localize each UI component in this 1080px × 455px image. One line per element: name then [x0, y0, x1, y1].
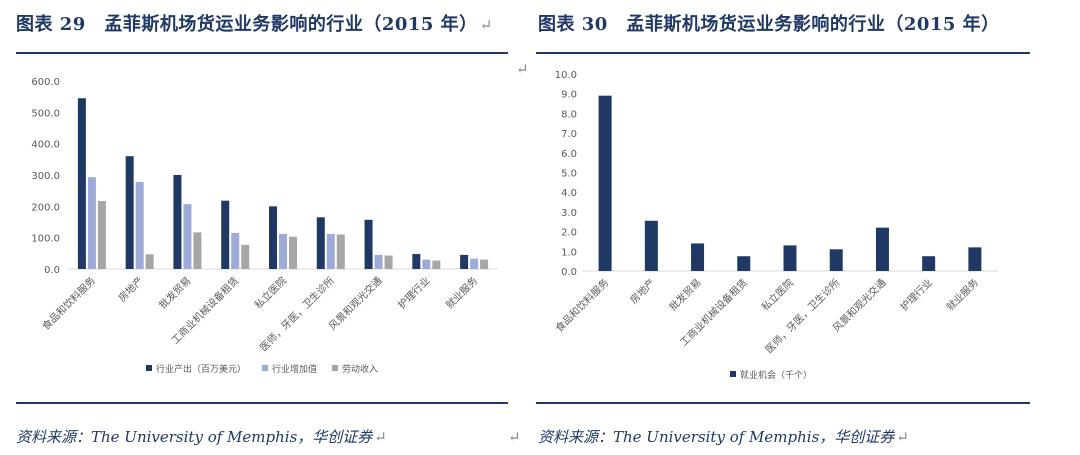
- x-category-label: 食品和饮料服务: [39, 274, 98, 333]
- figure-30-title: 图表 30 孟菲斯机场货运业务影响的行业（2015 年）: [538, 10, 1000, 36]
- figure-30-bottom-rule: [536, 402, 1030, 404]
- between-return-mark: ↵: [508, 428, 521, 446]
- figure-30-source: 资料来源：The University of Memphis，华创证券 ↵: [538, 426, 909, 447]
- y-tick-label: 8.0: [561, 109, 577, 120]
- legend-label: 就业机会（千个）: [740, 369, 812, 381]
- bar-primary: [460, 254, 469, 269]
- x-category-label: 房地产: [627, 276, 657, 306]
- x-category-label: 私立医院: [252, 274, 289, 311]
- y-tick-label: 1.0: [561, 247, 577, 258]
- figure-30-top-rule: [536, 52, 1030, 54]
- bar-tertiary: [241, 244, 250, 269]
- bar-tertiary: [97, 201, 106, 269]
- y-tick-label: 10.0: [555, 70, 577, 81]
- figure-29-bottom-rule: [16, 402, 508, 404]
- legend-swatch: [332, 365, 338, 371]
- figure-29-chart: 0.0 100.0 200.0 300.0 400.0 500.0 600.0 食品和饮料服务…: [31, 77, 498, 375]
- y-tick-label: 3.0: [561, 208, 577, 219]
- bar-tertiary: [384, 255, 393, 269]
- bar-secondary: [326, 233, 335, 269]
- legend-swatch: [146, 365, 152, 371]
- y-tick-label: 600.0: [31, 77, 60, 88]
- figure-30-source-text: 资料来源：The University of Memphis，华创证券: [538, 428, 895, 446]
- bar-secondary: [374, 254, 383, 269]
- return-mark: ↵: [479, 16, 493, 34]
- x-category-label: 护理行业: [395, 274, 432, 311]
- legend-swatch: [730, 371, 736, 377]
- y-tick-label: 100.0: [31, 234, 60, 245]
- figure-29-source-text: 资料来源：The University of Memphis，华创证券: [16, 428, 373, 446]
- bar-primary: [875, 227, 889, 271]
- legend-label: 行业产出（百万美元）: [156, 363, 246, 375]
- bar-primary: [968, 247, 982, 271]
- bar-secondary: [422, 259, 431, 269]
- y-tick-label: 5.0: [561, 169, 577, 180]
- y-tick-label: 500.0: [31, 108, 60, 119]
- x-category-label: 私立医院: [759, 276, 796, 313]
- bar-primary: [316, 217, 325, 269]
- y-tick-label: 9.0: [561, 90, 577, 101]
- y-tick-label: 400.0: [31, 140, 60, 151]
- bar-tertiary: [432, 260, 441, 269]
- bar-primary: [598, 95, 612, 271]
- y-tick-label: 4.0: [561, 188, 577, 199]
- bar-secondary: [470, 258, 479, 269]
- legend-swatch: [262, 365, 268, 371]
- bar-primary: [269, 206, 277, 269]
- bar-primary: [922, 256, 936, 271]
- figure-30-title-text: 图表 30 孟菲斯机场货运业务影响的行业（2015 年）: [538, 14, 1000, 35]
- bar-primary: [173, 175, 182, 269]
- figure-29-top-rule: [16, 52, 508, 54]
- return-mark: ↵: [896, 428, 909, 446]
- bar-primary: [412, 253, 421, 269]
- bar-secondary: [231, 232, 240, 269]
- x-category-label: 护理行业: [897, 276, 934, 313]
- y-tick-label: 0.0: [44, 265, 60, 276]
- x-category-label: 就业服务: [944, 276, 981, 313]
- bar-tertiary: [336, 234, 345, 269]
- bar-primary: [737, 256, 751, 271]
- y-tick-label: 6.0: [561, 149, 577, 160]
- x-category-label: 医师，牙医，卫生诊所: [257, 274, 337, 354]
- x-category-label: 食品和饮料服务: [553, 276, 612, 335]
- left-figure-panel: 图表 29 孟菲斯机场货运业务影响的行业（2015 年） ↵ 0.0 100.0 20…: [0, 0, 520, 455]
- bar-primary: [221, 200, 230, 269]
- bar-tertiary: [289, 236, 297, 269]
- x-category-label: 房地产: [115, 274, 145, 304]
- bar-primary: [125, 156, 134, 269]
- bar-secondary: [135, 181, 144, 269]
- figure-29-source: 资料来源：The University of Memphis，华创证券 ↵: [16, 426, 387, 447]
- x-category-label: 批发贸易: [666, 276, 703, 313]
- bar-primary: [644, 220, 658, 271]
- y-tick-label: 0.0: [561, 267, 577, 278]
- bar-primary: [691, 243, 705, 271]
- x-category-label: 批发贸易: [156, 274, 193, 311]
- bar-primary: [364, 219, 373, 269]
- y-tick-label: 200.0: [31, 202, 60, 213]
- mid-return-mark: ↵: [516, 60, 529, 78]
- legend-label: 行业增加值: [272, 363, 317, 375]
- bar-secondary: [87, 177, 96, 269]
- y-tick-label: 2.0: [561, 228, 577, 239]
- figure-30-chart: 0.0 1.0 2.0 3.0 4.0 5.0 6.0 7.0 8.0 9.0 10.0 食品和饮料服…: [553, 70, 998, 381]
- legend-label: 劳动收入: [342, 363, 378, 375]
- bar-primary: [77, 98, 86, 269]
- bar-primary: [829, 249, 843, 271]
- figure-29-title: 图表 29 孟菲斯机场货运业务影响的行业（2015 年） ↵: [16, 10, 493, 36]
- bar-tertiary: [480, 259, 489, 269]
- bar-tertiary: [145, 254, 154, 269]
- x-category-label: 医师，牙医，卫生诊所: [762, 276, 842, 356]
- bar-secondary: [279, 233, 287, 269]
- y-tick-label: 7.0: [561, 129, 577, 140]
- bar-tertiary: [193, 232, 202, 269]
- y-tick-label: 300.0: [31, 171, 60, 182]
- bar-secondary: [183, 204, 192, 269]
- figure-29-title-text: 图表 29 孟菲斯机场货运业务影响的行业（2015 年）: [16, 14, 478, 35]
- right-figure-panel: 图表 30 孟菲斯机场货运业务影响的行业（2015 年） ↵ 0.0 1.0 2.0…: [516, 0, 1080, 455]
- x-category-label: 就业服务: [443, 274, 480, 311]
- bar-primary: [783, 245, 797, 271]
- return-mark: ↵: [374, 428, 387, 446]
